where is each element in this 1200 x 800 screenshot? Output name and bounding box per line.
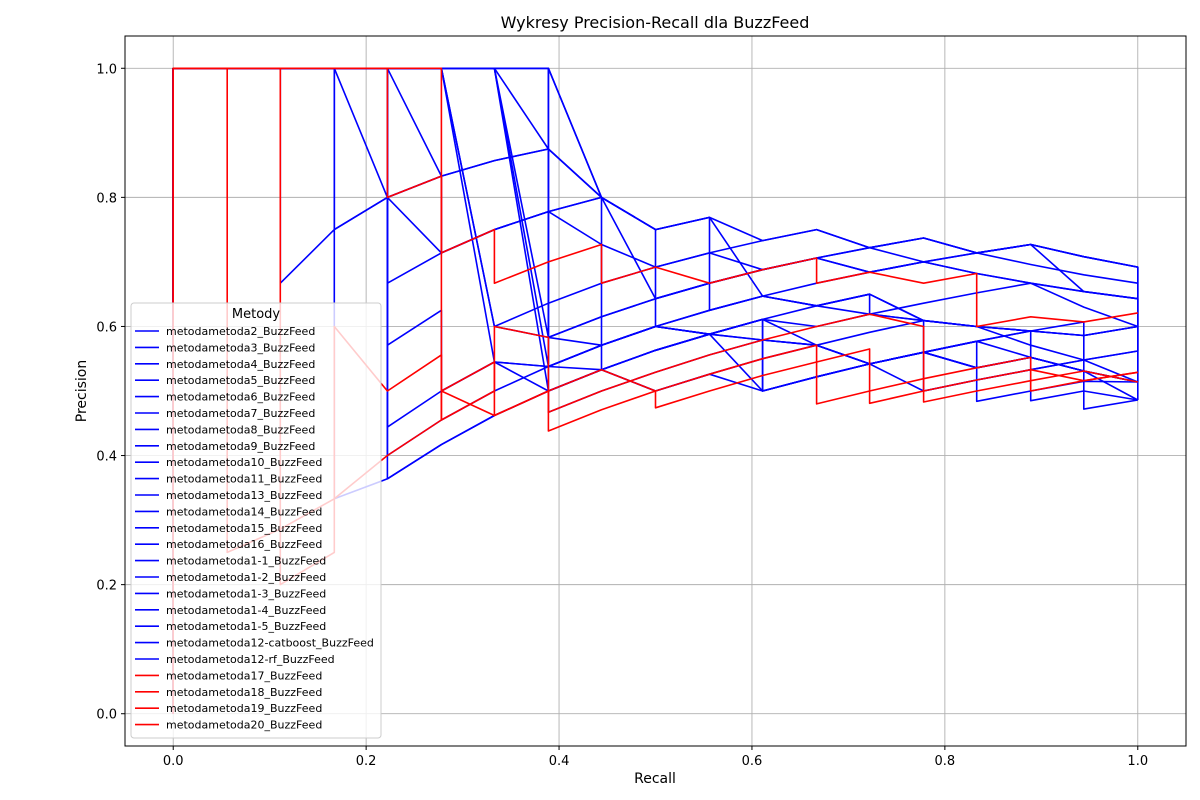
legend-label: metodametoda13_BuzzFeed [166, 489, 322, 502]
legend-label: metodametoda11_BuzzFeed [166, 473, 322, 486]
legend-label: metodametoda5_BuzzFeed [166, 374, 315, 387]
legend-label: metodametoda17_BuzzFeed [166, 669, 322, 682]
legend-label: metodametoda1-1_BuzzFeed [166, 555, 326, 568]
y-axis-label: Precision [74, 360, 90, 422]
x-tick-label: 0.6 [742, 754, 763, 769]
legend-label: metodametoda18_BuzzFeed [166, 686, 322, 699]
legend-label: metodametoda10_BuzzFeed [166, 456, 322, 469]
y-tick-label: 0.2 [96, 579, 117, 594]
legend-label: metodametoda1-3_BuzzFeed [166, 587, 326, 600]
y-tick-label: 1.0 [96, 62, 117, 77]
legend-label: metodametoda9_BuzzFeed [166, 440, 315, 453]
legend-label: metodametoda12-rf_BuzzFeed [166, 653, 335, 666]
x-tick-label: 0.0 [163, 754, 184, 769]
y-tick-label: 0.0 [96, 708, 117, 723]
legend-label: metodametoda2_BuzzFeed [166, 325, 315, 338]
x-tick-label: 0.8 [935, 754, 956, 769]
legend-label: metodametoda20_BuzzFeed [166, 719, 322, 732]
legend-label: metodametoda12-catboost_BuzzFeed [166, 637, 374, 650]
legend-label: metodametoda19_BuzzFeed [166, 702, 322, 715]
legend-label: metodametoda3_BuzzFeed [166, 341, 315, 354]
legend-label: metodametoda16_BuzzFeed [166, 538, 322, 551]
y-tick-label: 0.6 [96, 320, 117, 335]
y-tick-label: 0.4 [96, 450, 117, 465]
legend-label: metodametoda15_BuzzFeed [166, 522, 322, 535]
y-tick-label: 0.8 [96, 191, 117, 206]
series-line-25 [172, 67, 1138, 714]
legend-label: metodametoda4_BuzzFeed [166, 358, 315, 371]
x-axis-label: Recall [634, 771, 676, 787]
legend-label: metodametoda1-4_BuzzFeed [166, 604, 326, 617]
legend-entries: metodametoda2_BuzzFeed metodametoda3_Buzz… [135, 325, 374, 732]
series-lines [172, 67, 1139, 714]
x-tick-label: 0.4 [549, 754, 570, 769]
legend-box [130, 302, 382, 739]
chart-title: Wykresy Precision-Recall dla BuzzFeed [501, 13, 810, 32]
legend-label: metodametoda1-2_BuzzFeed [166, 571, 326, 584]
legend-label: metodametoda14_BuzzFeed [166, 505, 322, 518]
legend-label: metodametoda7_BuzzFeed [166, 407, 315, 420]
legend-label: metodametoda6_BuzzFeed [166, 391, 315, 404]
legend-label: metodametoda1-5_BuzzFeed [166, 620, 326, 633]
legend-title: Metody [232, 307, 281, 322]
axis-ticks: 0.0 0.2 0.4 0.6 0.8 1.0 0.0 0.2 0.4 0.6 0.8 1.0 [96, 62, 1148, 769]
plot-frame [124, 35, 1187, 747]
legend-label: metodametoda8_BuzzFeed [166, 423, 315, 436]
x-tick-label: 1.0 [1127, 754, 1148, 769]
legend: Metody metodametoda2_BuzzFeedmetodametod… [130, 302, 382, 739]
x-tick-label: 0.2 [356, 754, 377, 769]
